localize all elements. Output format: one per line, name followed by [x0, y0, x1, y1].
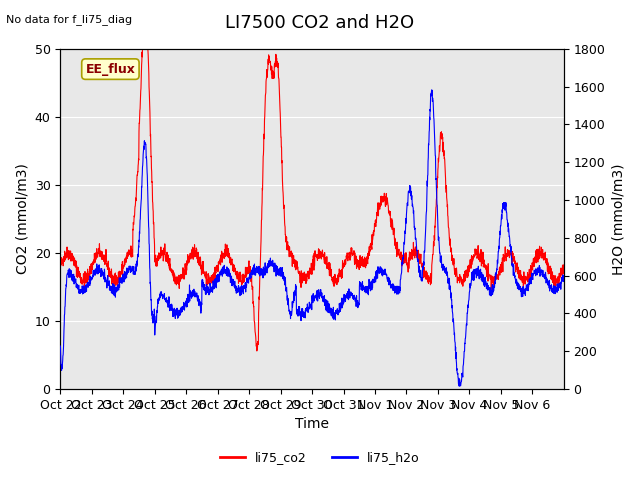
X-axis label: Time: Time	[295, 418, 329, 432]
Text: EE_flux: EE_flux	[86, 62, 135, 76]
Y-axis label: H2O (mmol/m3): H2O (mmol/m3)	[611, 163, 625, 275]
Legend: li75_co2, li75_h2o: li75_co2, li75_h2o	[215, 446, 425, 469]
Text: No data for f_li75_diag: No data for f_li75_diag	[6, 14, 132, 25]
Text: LI7500 CO2 and H2O: LI7500 CO2 and H2O	[225, 14, 415, 33]
Y-axis label: CO2 (mmol/m3): CO2 (mmol/m3)	[15, 164, 29, 275]
